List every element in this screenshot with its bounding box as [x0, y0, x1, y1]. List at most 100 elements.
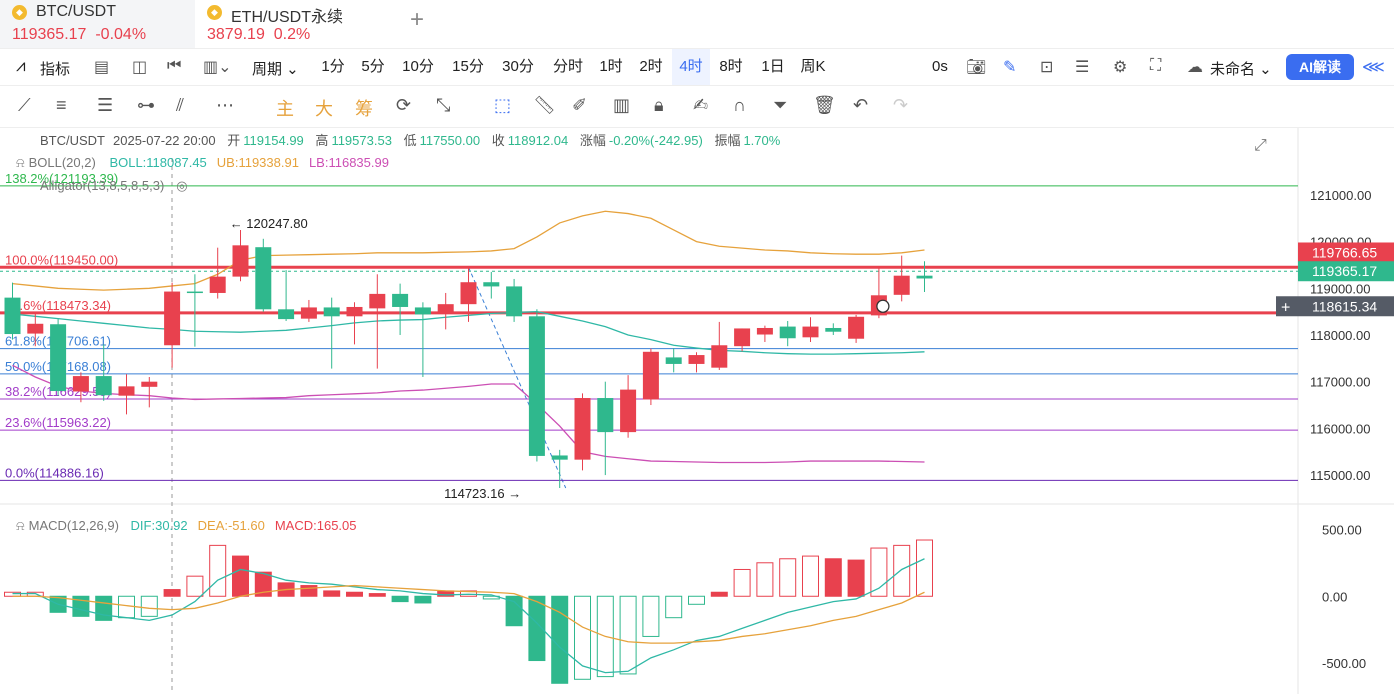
rewind-icon[interactable]: ⏮ [167, 57, 182, 74]
interval-7[interactable]: 1时 [599, 58, 623, 75]
trendline-icon[interactable]: ⟋ [18, 95, 31, 115]
candle-body [460, 282, 477, 305]
candle-body [848, 316, 865, 339]
magnet-icon[interactable]: ∩ [733, 95, 746, 115]
interval-1[interactable]: 1分 [321, 58, 345, 75]
candle-body [141, 381, 158, 387]
interval-10[interactable]: 8时 [719, 58, 743, 75]
candle-26 [597, 381, 614, 476]
settings-icon[interactable]: ⚙ [1113, 59, 1128, 76]
interval-8[interactable]: 2时 [639, 58, 663, 75]
note-icon[interactable]: ✍ [693, 95, 709, 115]
candle-25 [574, 393, 591, 471]
list-icon[interactable]: ☰ [1075, 59, 1090, 76]
candle-19 [437, 292, 454, 330]
candle-4 [95, 344, 112, 401]
macd-bar-18 [414, 595, 432, 604]
redo-icon[interactable]: ↷ [893, 95, 909, 115]
tab-btc-usdt[interactable]: ◆ BTC/USDT 119365.17 -0.04% [0, 0, 195, 48]
ruler-icon[interactable]: 📏︎ [533, 95, 556, 115]
measure-icon[interactable]: ⤡ [436, 95, 451, 115]
ai-analysis-button[interactable]: AI解读 [1286, 54, 1354, 80]
candle-body [528, 316, 545, 456]
interval-2[interactable]: 5分 [361, 58, 385, 75]
layout-icon[interactable]: ◫ [132, 59, 148, 76]
candlestick-chart[interactable]: 138.2%(121193.39) 100.0%(119450.00) 78.6%(… [0, 128, 1394, 694]
candle-9 [209, 247, 226, 299]
macd-bar-31 [710, 591, 728, 597]
bell-icon: ⍾ [16, 518, 25, 533]
macd-bar-36 [824, 558, 842, 597]
candle-body [4, 297, 21, 335]
cursor-icon[interactable]: ⬚ [494, 95, 512, 115]
more-tools-icon[interactable]: ⋯ [216, 95, 234, 115]
interval-6[interactable]: 分时 [552, 58, 583, 75]
tab-pair: ETH/USDT永续 [231, 9, 344, 26]
tab-eth-usdt[interactable]: ◆ ETH/USDT永续 3879.19 0.2% [195, 0, 395, 48]
indicators-button[interactable]: 指标 [40, 61, 71, 78]
price-tag-0: 119766.65 [1298, 242, 1394, 263]
y-tick-4: 117000.00 [1310, 375, 1371, 390]
add-window-icon[interactable]: ⊡ [1040, 59, 1054, 76]
candle-body [620, 389, 637, 433]
cloud-icon[interactable]: ☁ [1187, 59, 1203, 76]
eye-hidden-icon: ◎ [176, 178, 187, 193]
parallel-lines-icon[interactable]: ≡ [56, 95, 67, 115]
y-tick-6: 115000.00 [1310, 468, 1371, 483]
interval-4[interactable]: 15分 [452, 58, 484, 75]
alligator-legend: Alligator(13,8,5,8,5,3) ◎ [40, 178, 188, 193]
candle-body [369, 293, 386, 309]
eth-coin-icon: ◆ [207, 5, 222, 20]
main-force-button[interactable]: 主 [276, 99, 294, 119]
macd-bar-17 [391, 595, 409, 603]
big-order-button[interactable]: 大 [315, 99, 333, 119]
ohlc-header: BTC/USDT 2025-07-22 20:00 开 119154.99 高 119… [40, 133, 781, 148]
toolbar: ⩘ 指标 ▤ ◫ ⏮ ▥⌄ 周期 ⌄ 1分 5分 10分 15分 30分 分时 1时 2时 4时… [0, 48, 1394, 86]
brush-icon[interactable]: ✐ [572, 95, 588, 115]
delete-icon[interactable]: 🗑︎ [813, 95, 836, 115]
channel-icon[interactable]: ⫽ [176, 95, 185, 115]
macd-tick-0: 500.00 [1322, 522, 1362, 537]
period-button[interactable]: 周期 ⌄ [252, 61, 299, 78]
expand-icon[interactable]: ⤢ [1254, 137, 1267, 154]
interval-9[interactable]: 4时 [672, 49, 710, 85]
candle-11 [255, 238, 272, 312]
macd-bar-10 [232, 555, 249, 597]
macd-bar-23 [528, 595, 546, 662]
interval-12[interactable]: 周K [800, 58, 826, 75]
macd-bar-34 [779, 558, 797, 597]
candle-body [118, 386, 135, 396]
candle-body [916, 275, 933, 279]
layout-name-select[interactable]: 未命名 ⌄ [1210, 61, 1272, 78]
share-icon[interactable]: ⋘ [1362, 59, 1385, 76]
interval-5[interactable]: 30分 [502, 58, 534, 75]
horizontal-line-icon[interactable]: ⊶ [137, 95, 155, 115]
candle-body [278, 309, 295, 320]
candle-40 [916, 261, 933, 293]
candle-15 [346, 302, 363, 345]
pencil-icon[interactable]: ✎ [1003, 59, 1017, 76]
fullscreen-icon[interactable]: ⛶ [1150, 57, 1162, 74]
add-tab-icon[interactable]: + [410, 6, 425, 33]
chips-button[interactable]: 筹 [355, 99, 373, 119]
horizontal-lines-icon[interactable]: ☰ [97, 95, 114, 115]
fib-label-2: 78.6%(118473.34) [5, 298, 111, 313]
indicator-icon[interactable]: ⩘ [16, 56, 26, 75]
camera-icon[interactable]: 📷︎ [966, 59, 987, 76]
undo-icon[interactable]: ↶ [853, 95, 869, 115]
lock-icon[interactable]: 🔒︎ [654, 95, 664, 115]
macd-bar-28 [642, 595, 660, 637]
macd-dif-line [12, 558, 925, 674]
candle-type-icon[interactable]: ▥⌄ [203, 59, 232, 76]
calendar-icon[interactable]: ▤ [94, 59, 110, 76]
sync-icon[interactable]: ⟳ [396, 95, 412, 115]
macd-bar-38 [870, 547, 888, 597]
candle-body [392, 293, 409, 307]
tab-price: 3879.19 0.2% [207, 26, 311, 43]
candles-icon[interactable]: ▥ [613, 95, 631, 115]
candle-body [779, 326, 796, 339]
interval-11[interactable]: 1日 [761, 58, 785, 75]
extreme-label-0: ← 120247.80 [230, 216, 308, 231]
interval-3[interactable]: 10分 [402, 58, 434, 75]
filter-icon[interactable]: ⏷ [773, 95, 788, 115]
